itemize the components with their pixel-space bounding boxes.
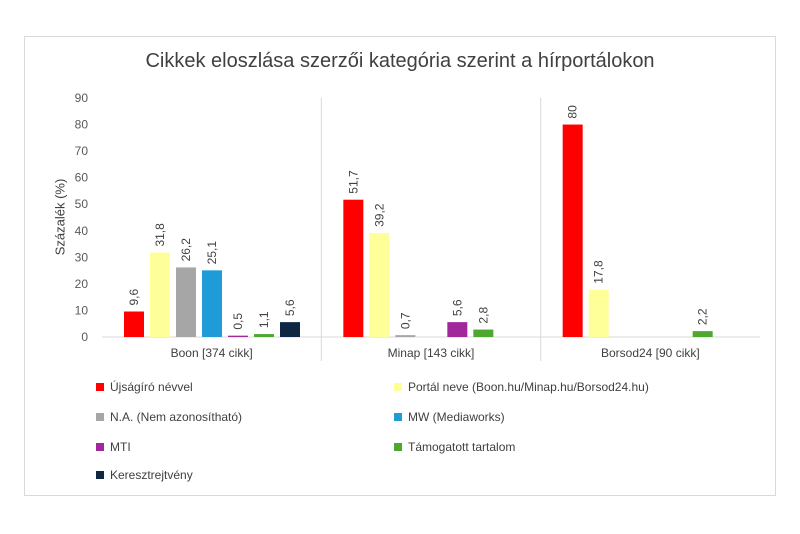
data-label: 0,5 (231, 313, 245, 330)
legend-item: Keresztrejtvény (96, 468, 193, 482)
data-label: 2,8 (476, 307, 490, 324)
data-label: 17,8 (592, 260, 606, 284)
legend-item: Támogatott tartalom (394, 440, 515, 454)
data-label: 31,8 (153, 223, 167, 247)
legend-label: MTI (110, 440, 131, 454)
data-label: 5,6 (450, 299, 464, 316)
y-tick-label: 50 (75, 197, 89, 211)
data-label: 39,2 (372, 203, 386, 227)
bar (202, 270, 222, 337)
x-tick-label: Borsod24 [90 cikk] (601, 346, 700, 360)
bar (447, 322, 468, 337)
legend-swatch (96, 383, 104, 391)
data-label: 0,7 (398, 312, 412, 329)
y-tick-label: 20 (75, 277, 89, 291)
bar (369, 232, 390, 337)
legend-swatch (394, 413, 402, 421)
legend-swatch (394, 443, 402, 451)
data-label: 25,1 (205, 241, 219, 265)
y-tick-label: 10 (75, 303, 89, 317)
bar (176, 267, 196, 337)
legend-swatch (394, 383, 402, 391)
legend-item: MTI (96, 440, 131, 454)
bar (588, 289, 609, 337)
legend-label: N.A. (Nem azonosítható) (110, 410, 243, 424)
legend-swatch (96, 413, 104, 421)
data-label: 26,2 (179, 238, 193, 262)
bar (254, 334, 274, 337)
bar (562, 124, 583, 337)
legend-label: MW (Mediaworks) (408, 410, 505, 424)
data-label: 80 (566, 105, 580, 119)
legend-item: MW (Mediaworks) (394, 410, 505, 424)
data-label: 2,2 (696, 308, 710, 325)
legend-item: Portál neve (Boon.hu/Minap.hu/Borsod24.h… (394, 380, 649, 394)
x-tick-label: Boon [374 cikk] (171, 346, 253, 360)
data-label: 9,6 (127, 288, 141, 305)
bar (343, 199, 364, 337)
legend-item: Újságíró névvel (96, 380, 193, 394)
data-label: 51,7 (346, 170, 360, 194)
legend-label: Portál neve (Boon.hu/Minap.hu/Borsod24.h… (408, 380, 649, 394)
legend-swatch (96, 471, 104, 479)
bar (150, 252, 170, 337)
legend-item: N.A. (Nem azonosítható) (96, 410, 242, 424)
chart-title: Cikkek eloszlása szerzői kategória szeri… (145, 50, 655, 72)
bar (124, 311, 144, 337)
bar (473, 329, 494, 337)
legend-label: Keresztrejtvény (110, 468, 193, 482)
bar (228, 335, 248, 337)
legend-label: Újságíró névvel (110, 380, 193, 394)
y-tick-label: 30 (75, 250, 89, 264)
y-tick-label: 90 (75, 91, 89, 105)
y-tick-label: 60 (75, 171, 89, 185)
legend-swatch (96, 443, 104, 451)
bar (280, 322, 300, 337)
y-tick-label: 80 (75, 118, 89, 132)
x-tick-label: Minap [143 cikk] (388, 346, 475, 360)
data-label: 5,6 (283, 299, 297, 316)
y-tick-label: 40 (75, 224, 89, 238)
y-tick-label: 0 (81, 330, 88, 344)
bar (692, 331, 713, 337)
data-label: 1,1 (257, 311, 271, 328)
bar (395, 335, 416, 337)
legend-label: Támogatott tartalom (408, 440, 516, 454)
y-tick-label: 70 (75, 144, 89, 158)
